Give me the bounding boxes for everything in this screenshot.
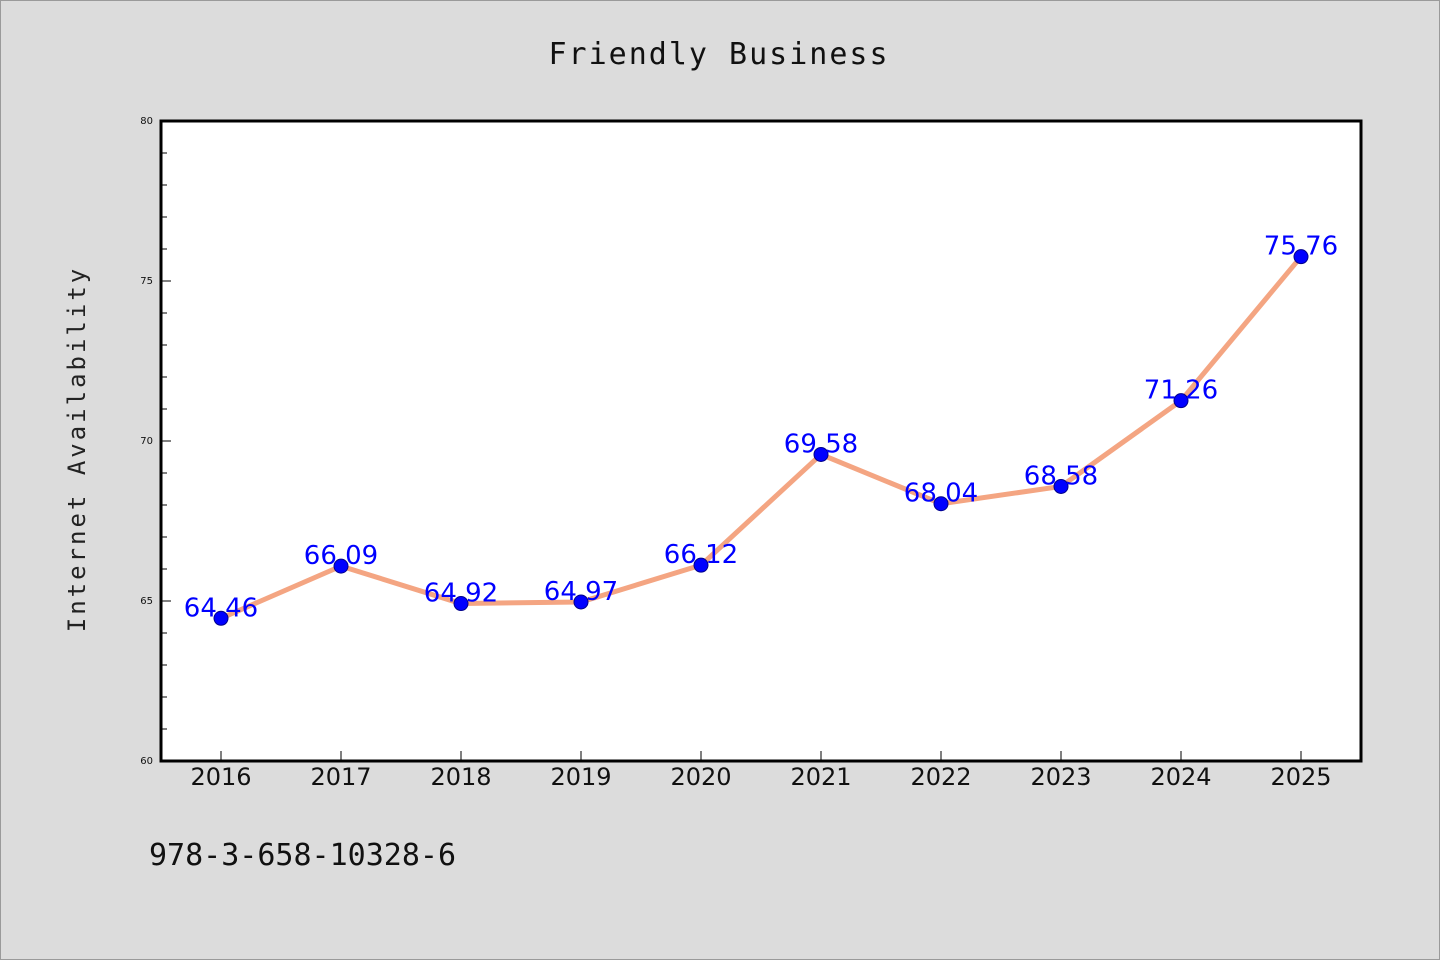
x-tick-label: 2020 xyxy=(670,763,731,791)
data-point xyxy=(1293,249,1309,265)
x-tick-label: 2021 xyxy=(790,763,851,791)
x-axis: 2016 2017 2018 2019 2020 2021 2022 2023 2024 2025 xyxy=(190,751,1332,791)
data-point xyxy=(213,610,229,626)
series-line xyxy=(218,254,1304,621)
y-tick-label: 80 xyxy=(140,116,153,127)
data-label: 75.76 xyxy=(1264,232,1338,262)
data-label: 64.97 xyxy=(544,577,618,607)
x-tick-label: 2018 xyxy=(430,763,491,791)
x-tick-label: 2019 xyxy=(550,763,611,791)
data-point xyxy=(1173,393,1189,409)
data-label: 64.92 xyxy=(424,579,498,609)
y-tick-label: 70 xyxy=(140,436,153,447)
y-tick-label: 65 xyxy=(140,596,153,607)
data-point xyxy=(693,557,709,573)
y-axis-label: Internet Availability xyxy=(63,266,91,632)
data-label: 69.58 xyxy=(784,429,858,459)
data-point xyxy=(453,596,469,612)
data-label: 66.09 xyxy=(304,541,378,571)
data-label: 64.46 xyxy=(184,593,258,623)
x-tick-label: 2024 xyxy=(1150,763,1211,791)
x-tick-label: 2022 xyxy=(910,763,971,791)
y-axis: 60 65 70 75 80 xyxy=(140,116,171,767)
data-label: 71.26 xyxy=(1144,376,1218,406)
data-point xyxy=(813,446,829,462)
x-tick-label: 2025 xyxy=(1270,763,1331,791)
x-tick-label: 2017 xyxy=(310,763,371,791)
data-label: 66.12 xyxy=(664,540,738,570)
series-layer: 64.46 66.09 64.92 64.97 66.12 69.58 68.04 68.58… xyxy=(184,232,1338,626)
footer-code: 978-3-658-10328-6 xyxy=(149,838,456,873)
y-tick-label: 60 xyxy=(140,756,153,767)
data-label: 68.04 xyxy=(904,479,978,509)
data-point xyxy=(573,594,589,610)
chart-title: Friendly Business xyxy=(548,37,889,72)
x-tick-label: 2016 xyxy=(190,763,251,791)
plot-area xyxy=(159,119,1363,763)
data-point xyxy=(933,496,949,512)
y-tick-label: 75 xyxy=(140,276,153,287)
data-point xyxy=(333,558,349,574)
data-point xyxy=(1053,478,1069,494)
x-tick-label: 2023 xyxy=(1030,763,1091,791)
data-label: 68.58 xyxy=(1024,461,1098,491)
